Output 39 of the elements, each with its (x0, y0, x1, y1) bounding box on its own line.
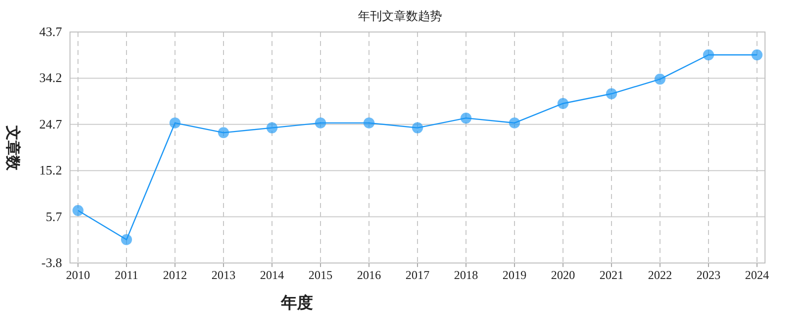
point (218, 127, 229, 138)
x-axis-title: 年度 (280, 293, 313, 312)
y-axis-title: 文章数 (4, 124, 22, 172)
point (752, 49, 762, 60)
x-tick-label: 2023 (696, 268, 720, 282)
point (266, 122, 278, 134)
x-tick-label: 2020 (551, 268, 575, 282)
x-tick-label: 2017 (406, 268, 430, 282)
point (703, 49, 714, 60)
point (72, 204, 84, 216)
point (121, 234, 132, 246)
x-tick-label: 2018 (454, 268, 478, 282)
y-tick-label: 24.7 (39, 116, 62, 132)
point (364, 117, 374, 128)
point (460, 112, 472, 124)
y-tick-label: 34.2 (39, 70, 62, 86)
y-tick-label: 15.2 (39, 162, 62, 178)
x-tick-label: 2012 (163, 268, 187, 282)
x-tick-label: 2019 (502, 268, 526, 282)
y-tick-label: 5.7 (46, 208, 62, 224)
x-tick-label: 2021 (600, 268, 624, 282)
chart-title: 年刊文章数趋势 (358, 9, 442, 23)
point (654, 74, 666, 85)
x-tick-label: 2015 (308, 268, 332, 282)
y-tick-label: -3.8 (41, 255, 62, 270)
point (558, 98, 568, 109)
point (170, 117, 180, 128)
point (509, 117, 520, 128)
x-tick-label: 2016 (357, 268, 381, 282)
x-tick-label: 2011 (114, 268, 138, 282)
x-tick-label: 2024 (745, 268, 769, 282)
x-tick-label: 2013 (212, 268, 236, 282)
x-tick-label: 2014 (260, 268, 284, 282)
point (412, 122, 423, 134)
x-tick-label: 2022 (648, 268, 672, 282)
y-tick-label: 43.7 (39, 24, 62, 39)
x-tick-label: 2010 (66, 268, 90, 282)
point (315, 117, 326, 128)
point (606, 88, 617, 100)
